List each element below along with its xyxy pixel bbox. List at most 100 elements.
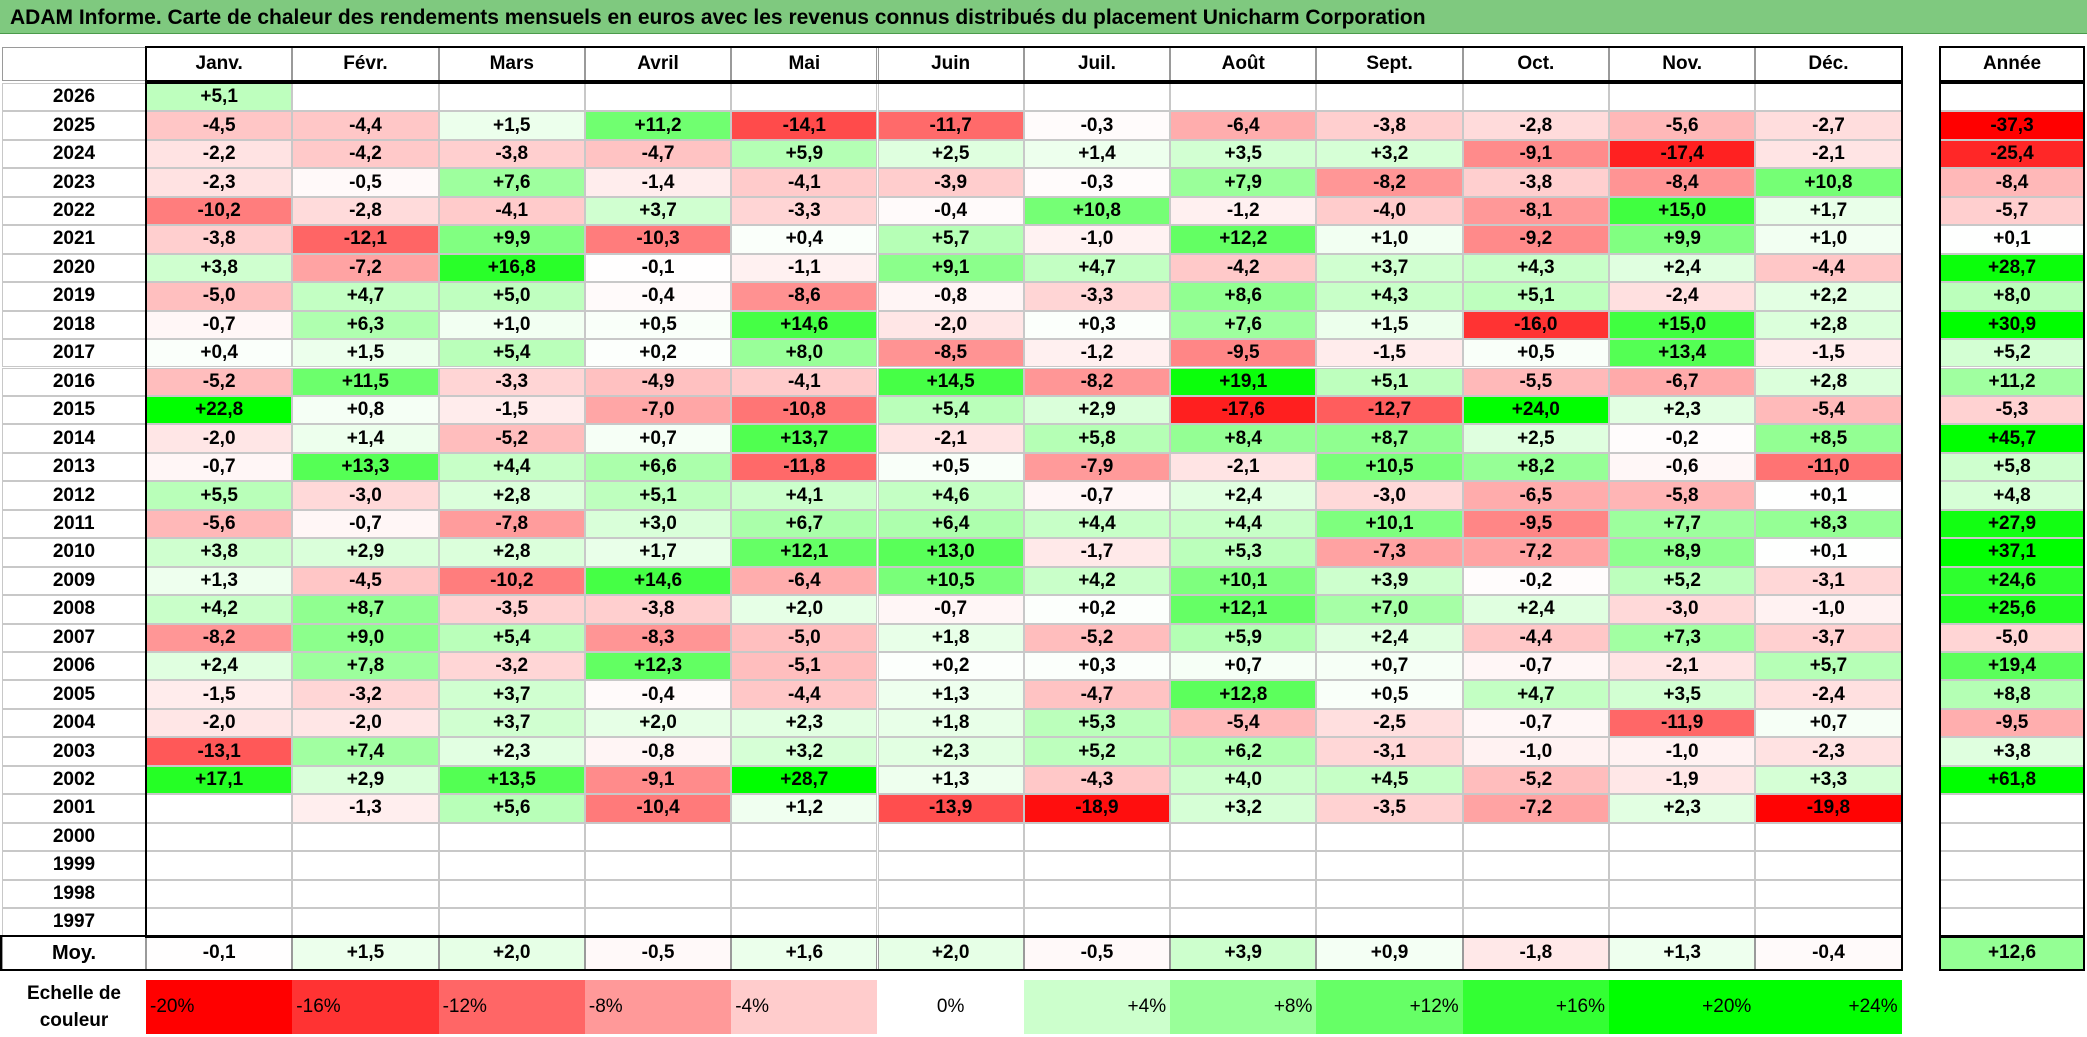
heatmap-cell: +3,9 (1316, 566, 1463, 596)
heatmap-cell: -4,1 (438, 196, 585, 226)
heatmap-cell: -5,0 (146, 282, 293, 311)
heatmap-cell: +6,2 (1170, 737, 1317, 766)
heatmap-cell: -3,1 (1755, 566, 1902, 596)
heatmap-cell: -3,3 (438, 367, 585, 396)
heatmap-cell: +1,3 (877, 680, 1024, 709)
heatmap-cell: -1,5 (1316, 339, 1463, 368)
heatmap-cell (1316, 908, 1463, 937)
heatmap-cell (1609, 908, 1756, 937)
heatmap-cell: +1,5 (438, 111, 585, 140)
year-label: 2013 (2, 452, 146, 482)
heatmap-cell: -1,2 (1170, 196, 1317, 226)
heatmap-cell: -18,9 (1023, 794, 1171, 823)
heatmap-cell: -10,2 (438, 566, 585, 596)
heatmap-cell: -5,2 (438, 424, 585, 453)
heatmap-cell: +0,2 (877, 652, 1024, 681)
heatmap-cell: +0,7 (584, 424, 732, 453)
heatmap-cell: +2,9 (292, 765, 439, 795)
heatmap-cell: +2,4 (1170, 481, 1317, 510)
heatmap-cell (1462, 879, 1609, 909)
heatmap-cell: +0,2 (584, 339, 732, 368)
heatmap-cell: -4,2 (292, 139, 439, 169)
month-header: Oct. (1462, 47, 1609, 81)
year-label: 2021 (2, 225, 146, 254)
heatmap-cell: +3,7 (438, 708, 585, 738)
heatmap-cell: -7,2 (1462, 794, 1609, 823)
heatmap-cell: +9,9 (438, 225, 585, 254)
year-label: 2017 (2, 339, 146, 368)
heatmap-cell: +5,9 (1170, 623, 1317, 652)
heatmap-cell (1316, 851, 1463, 880)
average-label: Moy. (2, 936, 146, 970)
heatmap-cell: +4,4 (1023, 509, 1171, 539)
year-label: 2014 (2, 424, 146, 453)
heatmap-cell: -1,0 (1755, 595, 1902, 624)
heatmap-cell: -2,4 (1755, 680, 1902, 709)
year-label: 2026 (2, 83, 146, 112)
heatmap-cell (1462, 908, 1609, 937)
heatmap-cell: +17,1 (146, 765, 293, 795)
heatmap-cell: -5,5 (1462, 367, 1609, 396)
average-cell: -0,4 (1755, 936, 1902, 970)
year-label: 2003 (2, 737, 146, 766)
average-cell: +1,3 (1609, 936, 1756, 970)
heatmap-cell: +6,6 (584, 452, 732, 482)
annual-cell: +11,2 (1940, 367, 2084, 396)
year-label: 2015 (2, 395, 146, 425)
heatmap-cell: +0,3 (1023, 652, 1171, 681)
heatmap-cell (877, 83, 1024, 112)
heatmap-cell: +0,5 (877, 452, 1024, 482)
heatmap-cell (731, 822, 878, 852)
heatmap-cell (584, 908, 732, 937)
heatmap-cell: -0,7 (146, 310, 293, 340)
heatmap-cell: -3,2 (438, 652, 585, 681)
heatmap-cell: +1,3 (146, 566, 293, 596)
year-label: 1997 (2, 908, 146, 937)
heatmap-cell: -0,4 (877, 196, 1024, 226)
year-label: 2019 (2, 282, 146, 311)
heatmap-cell: -0,7 (292, 509, 439, 539)
heatmap-cell: -5,4 (1170, 708, 1317, 738)
heatmap-cell: +8,6 (1170, 282, 1317, 311)
heatmap-cell: +12,1 (1170, 595, 1317, 624)
heatmap-cell: +5,1 (1462, 282, 1609, 311)
heatmap-cell: +5,5 (146, 481, 293, 510)
heatmap-cell: +8,4 (1170, 424, 1317, 453)
heatmap-cell: -1,4 (584, 168, 732, 197)
heatmap-cell: +2,0 (584, 708, 732, 738)
heatmap-cell: -11,7 (877, 111, 1024, 140)
heatmap-cell (292, 822, 439, 852)
heatmap-cell: -3,1 (1316, 737, 1463, 766)
heatmap-cell: -0,1 (584, 253, 732, 283)
heatmap-cell: +7,6 (438, 168, 585, 197)
year-label: 2001 (2, 794, 146, 823)
heatmap-cell (146, 851, 293, 880)
annual-cell (1940, 83, 2084, 112)
heatmap-cell: -4,4 (1755, 253, 1902, 283)
header-corner (2, 47, 146, 81)
heatmap-cell: +2,9 (1023, 395, 1171, 425)
heatmap-cell (438, 822, 585, 852)
heatmap-cell: -0,4 (584, 680, 732, 709)
heatmap-cell: -5,6 (1609, 111, 1756, 140)
heatmap-cell: -1,9 (1609, 765, 1756, 795)
heatmap-cell: +0,3 (1023, 310, 1171, 340)
heatmap-cell: +10,8 (1755, 168, 1902, 197)
heatmap-cell: +2,4 (1462, 595, 1609, 624)
heatmap-cell: -7,2 (1462, 538, 1609, 567)
heatmap-cell: -5,2 (1462, 765, 1609, 795)
heatmap-cell: -1,0 (1609, 737, 1756, 766)
heatmap-cell: +8,3 (1755, 509, 1902, 539)
heatmap-cell: +4,4 (1170, 509, 1317, 539)
heatmap-cell: +13,0 (877, 538, 1024, 567)
heatmap-cell: -1,0 (1462, 737, 1609, 766)
heatmap-cell: +4,4 (438, 452, 585, 482)
month-header: Janv. (146, 47, 293, 81)
annual-cell: +3,8 (1940, 737, 2084, 766)
heatmap-cell: -6,4 (731, 566, 878, 596)
heatmap-cell: +8,5 (1755, 424, 1902, 453)
year-label: 2025 (2, 111, 146, 140)
heatmap-cell: +28,7 (731, 765, 878, 795)
heatmap-cell: -0,3 (1023, 111, 1171, 140)
